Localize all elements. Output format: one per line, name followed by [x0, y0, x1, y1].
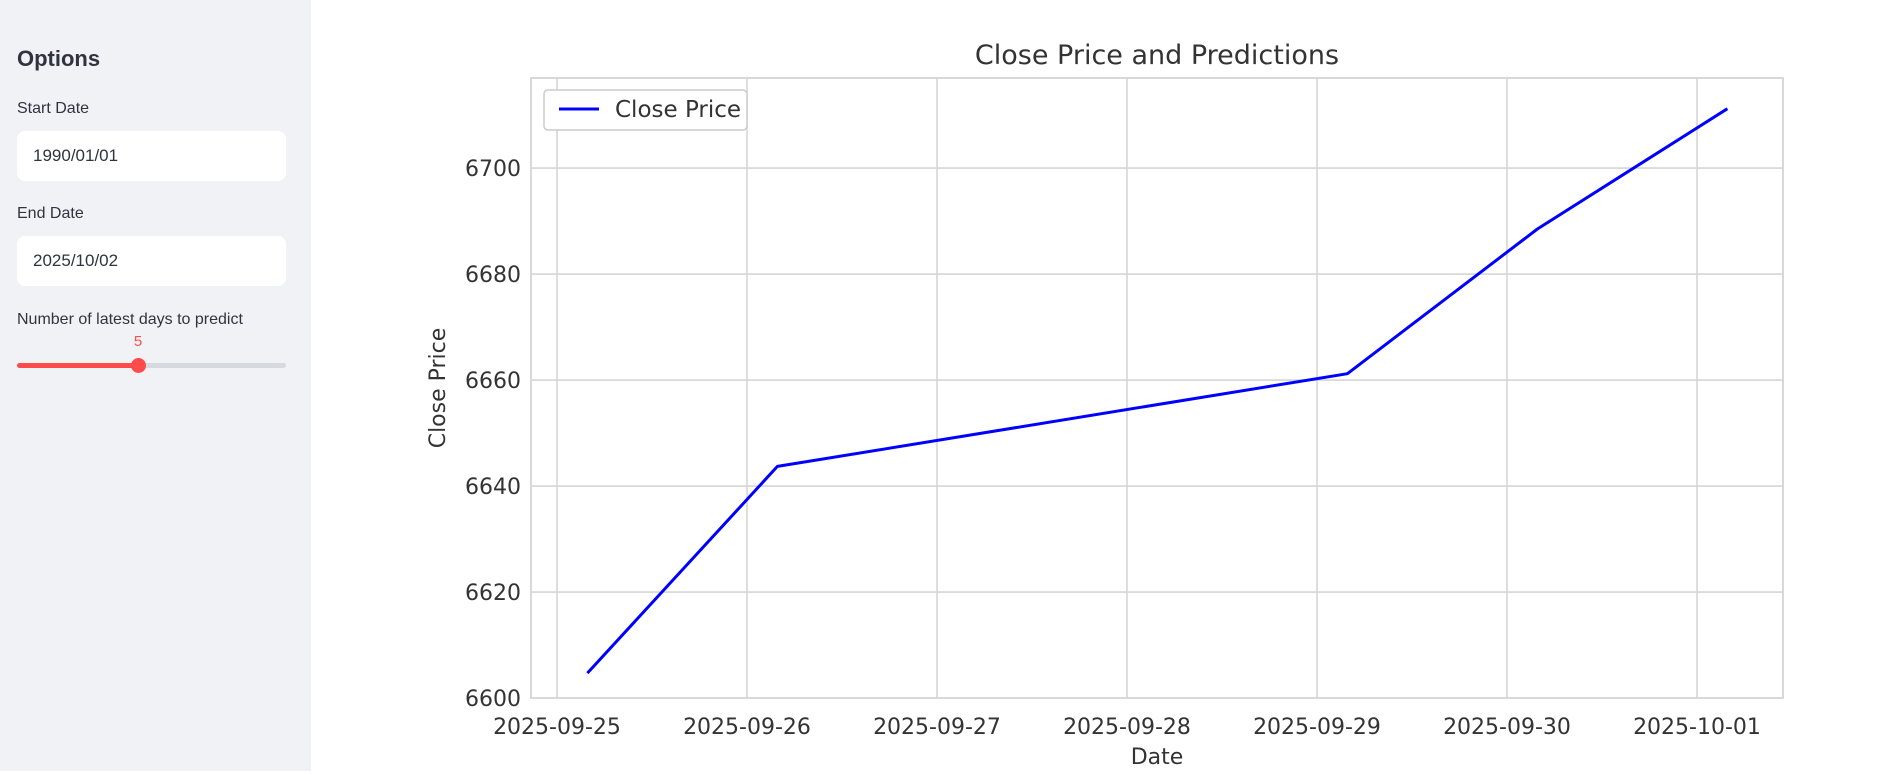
x-tick-label: 2025-09-26: [683, 715, 811, 740]
chart-title: Close Price and Predictions: [975, 40, 1339, 71]
days-slider-fill: [17, 363, 138, 368]
start-date-label: Start Date: [17, 100, 89, 118]
legend-label: Close Price: [615, 97, 741, 123]
plot-area: [531, 78, 1783, 698]
x-axis-label: Date: [1131, 745, 1184, 770]
x-tick-label: 2025-09-28: [1063, 715, 1191, 740]
x-tick-label: 2025-09-29: [1253, 715, 1381, 740]
main-content: 2025-09-25 2025-09-26 2025-09-27 2025-09-28…: [311, 0, 1885, 771]
y-tick-label: 6620: [465, 581, 521, 606]
days-slider-track[interactable]: 5: [17, 363, 286, 368]
days-to-predict-label: Number of latest days to predict: [17, 311, 243, 329]
days-slider-thumb[interactable]: [131, 358, 146, 373]
y-axis-label: Close Price: [426, 328, 451, 449]
sidebar: Options Start Date 1990/01/01 End Date 2…: [0, 0, 311, 771]
x-tick-label: 2025-09-27: [873, 715, 1001, 740]
x-tick-label: 2025-09-25: [493, 715, 621, 740]
days-slider-value: 5: [134, 333, 142, 350]
start-date-input[interactable]: 1990/01/01: [17, 131, 286, 181]
x-tick-label: 2025-10-01: [1633, 715, 1761, 740]
x-tick-label: 2025-09-30: [1443, 715, 1571, 740]
y-tick-label: 6600: [465, 687, 521, 712]
y-tick-label: 6680: [465, 263, 521, 288]
y-tick-label: 6660: [465, 369, 521, 394]
close-price-chart: 2025-09-25 2025-09-26 2025-09-27 2025-09-28…: [311, 0, 1885, 771]
sidebar-title: Options: [17, 46, 100, 72]
end-date-input[interactable]: 2025/10/02: [17, 236, 286, 286]
end-date-label: End Date: [17, 205, 84, 223]
y-tick-label: 6700: [465, 157, 521, 182]
y-tick-label: 6640: [465, 475, 521, 500]
